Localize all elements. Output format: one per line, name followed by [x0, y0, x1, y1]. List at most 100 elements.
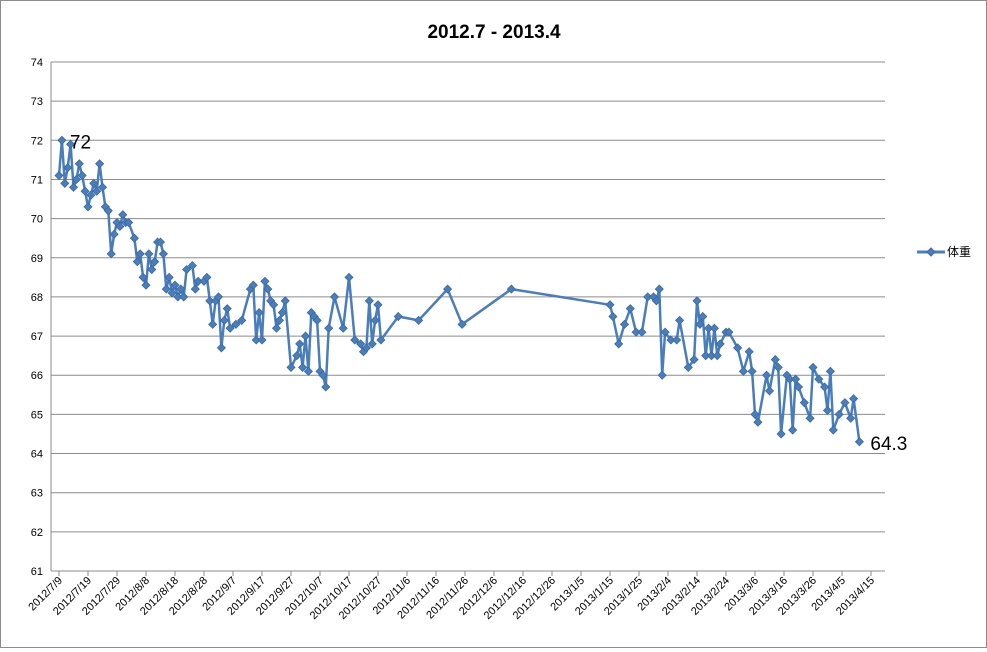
data-point-marker	[361, 343, 371, 353]
data-point-marker	[799, 398, 809, 408]
data-point-marker	[231, 319, 241, 329]
data-point-marker	[709, 323, 719, 333]
data-point-marker	[254, 308, 264, 318]
data-point-marker	[225, 323, 235, 333]
data-point-marker	[155, 237, 166, 247]
data-point-marker	[170, 280, 180, 290]
data-point-marker	[814, 374, 824, 384]
data-point-marker	[651, 296, 661, 306]
data-point-marker	[237, 315, 247, 325]
y-tick-label: 62	[31, 527, 43, 539]
data-point-marker	[675, 315, 685, 325]
data-label: 64.3	[870, 434, 907, 455]
y-tick-label: 64	[31, 449, 43, 461]
data-point-marker	[115, 221, 125, 232]
data-point-marker	[219, 315, 229, 325]
data-point-marker	[820, 382, 830, 392]
data-point-marker	[344, 272, 354, 282]
data-point-marker	[854, 437, 864, 447]
data-point-marker	[54, 170, 64, 181]
data-point-marker	[724, 327, 734, 337]
data-point-marker	[846, 413, 856, 423]
legend-diamond-marker	[926, 247, 936, 257]
y-tick-label: 72	[31, 135, 43, 147]
data-point-marker	[750, 409, 760, 419]
data-point-marker	[689, 355, 699, 365]
data-point-marker	[57, 135, 67, 145]
data-point-marker	[793, 382, 804, 392]
annotations: 72 64.3	[70, 132, 907, 454]
data-point-marker	[350, 335, 360, 345]
data-point-marker	[298, 362, 308, 372]
data-point-marker	[135, 249, 145, 259]
data-point-marker	[698, 311, 708, 322]
data-point-marker	[738, 366, 748, 376]
data-point-marker	[190, 284, 200, 294]
y-tick-label: 61	[31, 566, 43, 578]
data-point-marker	[263, 284, 273, 294]
y-axis: 61 62 63 64 65 66 67 68 69 70 71 72 73 74	[31, 57, 52, 578]
data-point-marker	[695, 319, 705, 329]
data-point-marker	[103, 206, 113, 216]
data-point-marker	[202, 272, 212, 282]
data-point-marker	[338, 323, 348, 333]
data-point-marker	[187, 261, 197, 271]
data-point-marker	[506, 284, 516, 294]
chart-title: 2012.7 - 2013.4	[427, 22, 561, 43]
data-point-marker	[158, 249, 168, 259]
data-point-marker	[132, 257, 142, 267]
data-point-marker	[86, 190, 96, 200]
data-point-marker	[60, 178, 70, 188]
data-point-marker	[791, 374, 801, 384]
y-tick-label: 66	[31, 370, 43, 382]
data-point-marker	[312, 315, 322, 325]
data-point-marker	[367, 339, 377, 349]
data-point-marker	[68, 182, 79, 192]
data-point-marker	[277, 308, 287, 318]
data-point-marker	[106, 249, 116, 259]
data-point-marker	[747, 366, 757, 376]
data-point-marker	[625, 304, 635, 314]
data-point-marker	[443, 284, 453, 294]
data-point-marker	[74, 159, 84, 169]
y-tick-label: 69	[31, 253, 43, 265]
data-point-marker	[370, 315, 380, 325]
legend-label: 体重	[947, 245, 971, 259]
data-point-marker	[303, 366, 313, 376]
y-tick-label: 67	[31, 331, 43, 343]
data-label: 72	[70, 132, 91, 153]
data-point-marker	[776, 429, 786, 439]
data-point-marker	[95, 159, 105, 169]
data-point-marker	[753, 417, 763, 427]
data-point-marker	[150, 257, 160, 267]
data-point-marker	[318, 370, 328, 380]
data-point-marker	[654, 284, 664, 294]
data-point-marker	[300, 331, 311, 341]
data-point-marker	[683, 362, 693, 372]
data-point-marker	[657, 370, 667, 380]
data-point-marker	[248, 280, 258, 290]
y-tick-label: 70	[31, 214, 43, 226]
data-point-marker	[295, 339, 305, 349]
data-point-marker	[840, 398, 850, 408]
y-tick-label: 74	[31, 57, 43, 69]
data-point-marker	[828, 425, 838, 435]
data-point-marker	[825, 366, 835, 376]
legend: 体重	[917, 245, 971, 259]
data-point-marker	[805, 413, 815, 423]
data-point-marker	[457, 319, 467, 329]
data-point-marker	[144, 249, 154, 259]
data-point-marker	[77, 170, 87, 181]
data-point-marker	[164, 272, 174, 282]
data-point-marker	[257, 335, 267, 345]
data-point-marker	[373, 300, 383, 310]
x-axis: 2012/7/92012/7/192012/7/292012/8/82012/8…	[26, 570, 885, 622]
data-point-marker	[356, 339, 366, 349]
data-point-marker	[167, 288, 177, 298]
data-point-marker	[97, 182, 108, 192]
data-point-marker	[712, 351, 722, 361]
data-point-marker	[764, 386, 775, 396]
data-point-marker	[71, 174, 81, 185]
data-point-marker	[608, 311, 618, 322]
